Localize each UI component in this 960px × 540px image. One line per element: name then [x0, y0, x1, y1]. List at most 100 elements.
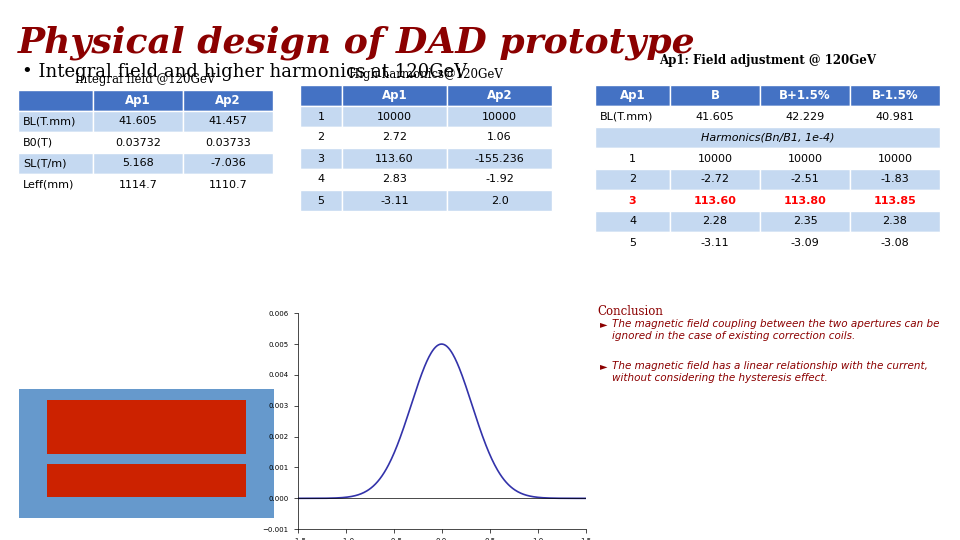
Bar: [447, 148, 552, 169]
Bar: [595, 85, 670, 106]
Bar: [760, 211, 850, 232]
Bar: [670, 190, 760, 211]
Bar: [850, 85, 940, 106]
Text: Physical design of DAD prototype: Physical design of DAD prototype: [18, 25, 696, 59]
Text: 0.03732: 0.03732: [115, 138, 161, 147]
Text: Ap1: Field adjustment @ 120GeV: Ap1: Field adjustment @ 120GeV: [659, 54, 876, 67]
Text: Integral field @120GeV: Integral field @120GeV: [75, 73, 216, 86]
Text: 40.981: 40.981: [876, 111, 915, 122]
Text: B-1.5%: B-1.5%: [872, 89, 919, 102]
Bar: [342, 127, 447, 148]
Text: 1114.7: 1114.7: [119, 179, 157, 190]
Text: 10000: 10000: [698, 153, 732, 164]
Text: 2.28: 2.28: [703, 217, 728, 226]
Bar: [300, 190, 342, 211]
Text: B: B: [710, 89, 719, 102]
Text: • Integral field and higher harmonics at 120GeV: • Integral field and higher harmonics at…: [22, 63, 468, 81]
Bar: [670, 148, 760, 169]
Text: 3: 3: [629, 195, 636, 206]
Bar: [18, 111, 93, 132]
Text: -7.036: -7.036: [210, 159, 246, 168]
Bar: [670, 211, 760, 232]
Text: 2.38: 2.38: [882, 217, 907, 226]
Bar: [595, 190, 670, 211]
Bar: [595, 148, 670, 169]
Text: SL(T/m): SL(T/m): [23, 159, 66, 168]
Bar: [850, 190, 940, 211]
Text: Ap2: Ap2: [487, 89, 513, 102]
Text: -2.51: -2.51: [791, 174, 820, 185]
Text: 41.605: 41.605: [696, 111, 734, 122]
Text: 41.605: 41.605: [119, 117, 157, 126]
Bar: [595, 127, 940, 148]
Bar: [342, 190, 447, 211]
Bar: [183, 153, 273, 174]
Text: ►: ►: [600, 361, 608, 371]
Bar: [447, 190, 552, 211]
Bar: [760, 190, 850, 211]
Text: The magnetic field coupling between the two apertures can be ignored in the case: The magnetic field coupling between the …: [612, 319, 940, 341]
Text: 113.80: 113.80: [783, 195, 827, 206]
Bar: [19, 389, 274, 518]
Bar: [183, 132, 273, 153]
Text: 2.35: 2.35: [793, 217, 817, 226]
Text: 5: 5: [318, 195, 324, 206]
Text: -2.72: -2.72: [701, 174, 730, 185]
Text: 4: 4: [629, 217, 636, 226]
Bar: [183, 174, 273, 195]
Text: BL(T.mm): BL(T.mm): [23, 117, 77, 126]
Text: 1110.7: 1110.7: [208, 179, 248, 190]
Bar: [595, 106, 670, 127]
Text: 42.229: 42.229: [785, 111, 825, 122]
Text: 3: 3: [318, 153, 324, 164]
Bar: [850, 106, 940, 127]
Text: 113.85: 113.85: [874, 195, 917, 206]
Text: 0.03733: 0.03733: [205, 138, 251, 147]
Bar: [342, 169, 447, 190]
Text: -3.09: -3.09: [791, 238, 820, 247]
Text: 4: 4: [318, 174, 324, 185]
Text: -3.11: -3.11: [380, 195, 409, 206]
Bar: [850, 211, 940, 232]
Bar: [93, 90, 183, 111]
Bar: [850, 148, 940, 169]
Text: High harmonics@120GeV: High harmonics@120GeV: [349, 68, 503, 81]
Bar: [93, 132, 183, 153]
Bar: [760, 232, 850, 253]
Bar: [447, 169, 552, 190]
Bar: [18, 174, 93, 195]
Bar: [342, 85, 447, 106]
Text: -1.83: -1.83: [880, 174, 909, 185]
Bar: [18, 153, 93, 174]
Bar: [300, 106, 342, 127]
Text: 2.72: 2.72: [382, 132, 407, 143]
Bar: [760, 85, 850, 106]
Text: Ap1: Ap1: [125, 94, 151, 107]
Bar: [760, 148, 850, 169]
Text: Leff(mm): Leff(mm): [23, 179, 74, 190]
Text: Ap2: Ap2: [215, 94, 241, 107]
Bar: [93, 174, 183, 195]
Text: Harmonics(Bn/B1, 1e-4): Harmonics(Bn/B1, 1e-4): [701, 132, 834, 143]
Text: -155.236: -155.236: [474, 153, 524, 164]
Bar: [18, 90, 93, 111]
Text: -3.11: -3.11: [701, 238, 730, 247]
Bar: [300, 85, 342, 106]
Bar: [342, 106, 447, 127]
Bar: [670, 169, 760, 190]
Bar: [595, 169, 670, 190]
Bar: [850, 232, 940, 253]
Bar: [670, 85, 760, 106]
Text: 1: 1: [318, 111, 324, 122]
Text: -3.08: -3.08: [880, 238, 909, 247]
Text: The magnetic field has a linear relationship with the current, without consideri: The magnetic field has a linear relation…: [612, 361, 928, 383]
Bar: [447, 106, 552, 127]
Bar: [47, 400, 246, 454]
Bar: [93, 111, 183, 132]
Text: Ap1: Ap1: [382, 89, 407, 102]
Bar: [183, 111, 273, 132]
Bar: [670, 106, 760, 127]
Text: 113.60: 113.60: [375, 153, 414, 164]
Text: B+1.5%: B+1.5%: [780, 89, 830, 102]
Bar: [300, 169, 342, 190]
